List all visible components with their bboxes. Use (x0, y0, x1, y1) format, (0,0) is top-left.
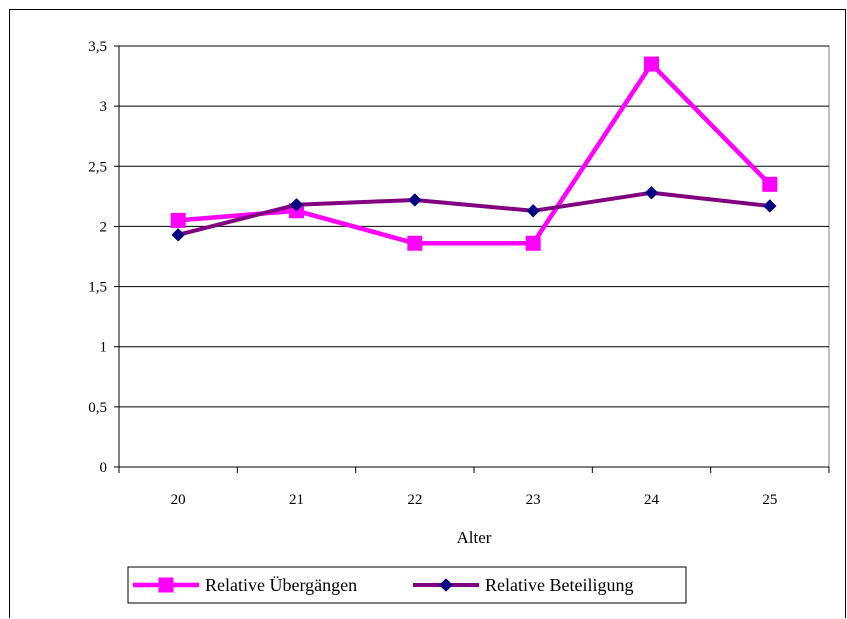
x-tick-label: 21 (289, 492, 304, 508)
y-tick-label: 0,5 (88, 400, 107, 416)
series-line-2 (177, 190, 771, 237)
legend-label-1: Relative Übergängen (205, 575, 357, 595)
x-tick-label: 20 (171, 492, 186, 508)
series-1-point (644, 56, 659, 72)
y-tick-label: 3,5 (88, 39, 107, 55)
series-1-point (407, 235, 423, 251)
series-2-point (171, 228, 185, 242)
y-tick-label: 2 (100, 219, 108, 235)
legend-label-2: Relative Beteiligung (485, 575, 633, 595)
plot-area (118, 45, 830, 468)
x-axis-title: Alter (457, 528, 492, 547)
series-line-1 (177, 61, 772, 246)
legend-marker-2 (439, 578, 453, 592)
legend (127, 566, 687, 604)
series-1-point (762, 176, 778, 192)
series-2-point (526, 204, 540, 218)
legend-marker-1 (158, 577, 174, 593)
y-tick-label: 1,5 (88, 280, 107, 296)
y-tick-label: 3 (100, 99, 108, 115)
y-tick-label: 2,5 (88, 159, 107, 175)
y-tick-label: 1 (100, 340, 108, 356)
x-tick-label: 24 (644, 492, 660, 508)
chart-frame (9, 9, 846, 618)
series-2-point (644, 186, 659, 200)
series-2-point (408, 193, 422, 207)
x-tick-label: 22 (407, 492, 422, 508)
x-tick-label: 25 (762, 492, 777, 508)
series-1-point (525, 235, 541, 251)
series-1-point (170, 212, 186, 228)
y-tick-label: 0 (100, 460, 108, 476)
series-2-point (763, 199, 777, 213)
x-tick-label: 23 (526, 492, 541, 508)
series-2-point (289, 198, 304, 212)
